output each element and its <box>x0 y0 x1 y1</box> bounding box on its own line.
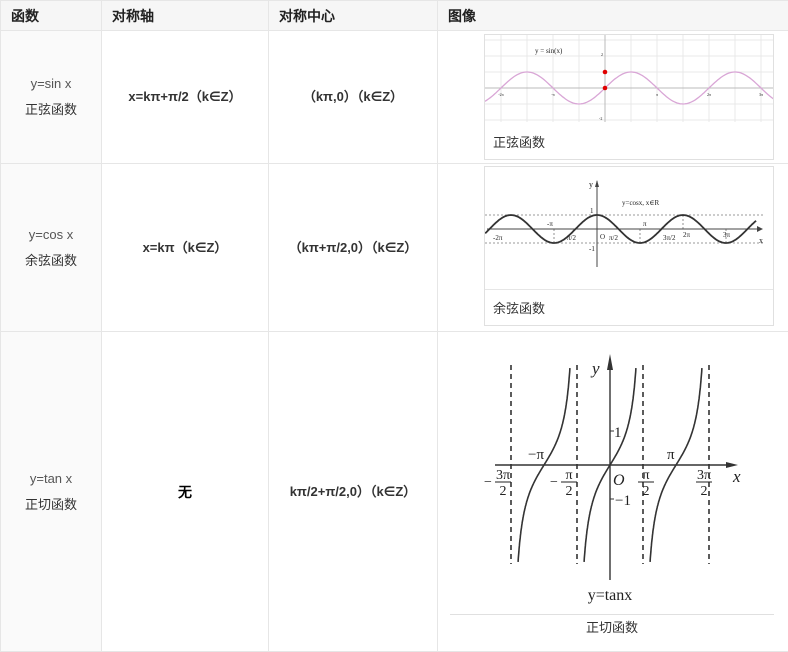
data-point <box>603 86 608 91</box>
fraction-denominator: 2 <box>643 484 650 499</box>
function-name: 正弦函数 <box>1 97 101 123</box>
x-tick-label: π/2 <box>567 234 576 242</box>
y-axis-label: y <box>590 359 600 378</box>
function-formula: y=tan x <box>1 466 101 492</box>
y-tick-label: -2 <box>599 116 602 121</box>
figure-caption: 余弦函数 <box>493 298 545 317</box>
x-tick-label: -π <box>547 220 553 228</box>
table-header-row: 函数 对称轴 对称中心 图像 <box>1 1 788 31</box>
y-tick-label: -1 <box>589 245 595 253</box>
x-tick-label: -π <box>551 92 554 97</box>
x-tick-label: 2π <box>707 92 711 97</box>
header-image: 图像 <box>438 1 788 31</box>
x-tick-label: −π <box>528 447 544 463</box>
sine-graph: y = sin(x) -2π -π π 2π 3π 2 -2 <box>485 35 773 122</box>
header-axis: 对称轴 <box>102 1 269 31</box>
x-tick-label: 3π <box>723 231 731 239</box>
fraction-numerator: π <box>565 468 572 483</box>
y-axis-label: y <box>589 180 593 189</box>
x-tick-label: 3π <box>759 92 763 97</box>
y-tick-label: −1 <box>615 493 631 509</box>
function-formula: y=cos x <box>1 222 101 248</box>
y-tick-label: 1 <box>590 207 594 215</box>
y-axis-arrow <box>595 180 599 187</box>
y-tick-label: 1 <box>614 425 622 441</box>
origin-label: O <box>613 472 625 489</box>
cosine-graph: y=cosx, x∈R y x O 1 -1 -2π -π π/2 π/2 π 3π/2 2π 3π <box>485 167 773 289</box>
function-name: 正切函数 <box>1 492 101 518</box>
x-tick-label: 3π/2 <box>663 234 676 242</box>
cosine-figure[interactable]: y=cosx, x∈R y x O 1 -1 -2π -π π/2 π/2 π 3π/2 2π 3π 余弦… <box>484 166 774 326</box>
y-axis-arrow <box>607 354 613 370</box>
center-cell: （kπ+π/2,0）（k∈Z） <box>269 164 438 332</box>
x-tick-label: π <box>656 92 658 97</box>
graph-formula: y=tanx <box>588 587 633 604</box>
x-tick-label: 2π <box>683 231 691 239</box>
x-axis-arrow <box>757 226 763 232</box>
x-axis-label: x <box>759 236 763 245</box>
graph-title: y=cosx, x∈R <box>622 199 659 207</box>
fraction-sign: − <box>550 475 558 490</box>
function-formula: y=sin x <box>1 71 101 97</box>
axis-cell: 无 <box>102 332 269 652</box>
figure-caption: 正弦函数 <box>493 132 545 151</box>
axis-cell: x=kπ（k∈Z） <box>102 164 269 332</box>
x-tick-label: -2π <box>498 92 503 97</box>
y-tick-label: 2 <box>601 52 603 57</box>
x-tick-label: π <box>667 447 675 463</box>
fraction-sign: − <box>484 475 492 490</box>
header-function: 函数 <box>1 1 102 31</box>
fraction-numerator: 3π <box>496 468 510 483</box>
fraction-denominator: 2 <box>566 484 573 499</box>
image-cell: y=cosx, x∈R y x O 1 -1 -2π -π π/2 π/2 π 3π/2 2π 3π 余弦… <box>438 164 788 332</box>
header-center: 对称中心 <box>269 1 438 31</box>
x-axis-label: x <box>732 467 741 486</box>
origin-label: O <box>600 233 605 241</box>
image-cell: y = sin(x) -2π -π π 2π 3π 2 -2 正弦函数 <box>438 31 788 164</box>
center-cell: kπ/2+π/2,0）（k∈Z） <box>269 332 438 652</box>
fraction-denominator: 2 <box>701 484 708 499</box>
x-tick-label: π <box>643 220 647 228</box>
figure-caption: 正切函数 <box>450 617 774 636</box>
x-tick-label: -2π <box>493 234 503 242</box>
axis-cell: x=kπ+π/2（k∈Z） <box>102 31 269 164</box>
fraction-numerator: 3π <box>697 468 711 483</box>
function-name: 余弦函数 <box>1 248 101 274</box>
data-point <box>603 70 608 75</box>
fraction-denominator: 2 <box>500 484 507 499</box>
fraction-numerator: π <box>642 468 649 483</box>
x-tick-label: π/2 <box>609 234 618 242</box>
center-cell: （kπ,0）（k∈Z） <box>269 31 438 164</box>
graph-title: y = sin(x) <box>535 47 563 55</box>
sine-figure[interactable]: y = sin(x) -2π -π π 2π 3π 2 -2 正弦函数 <box>484 34 774 160</box>
